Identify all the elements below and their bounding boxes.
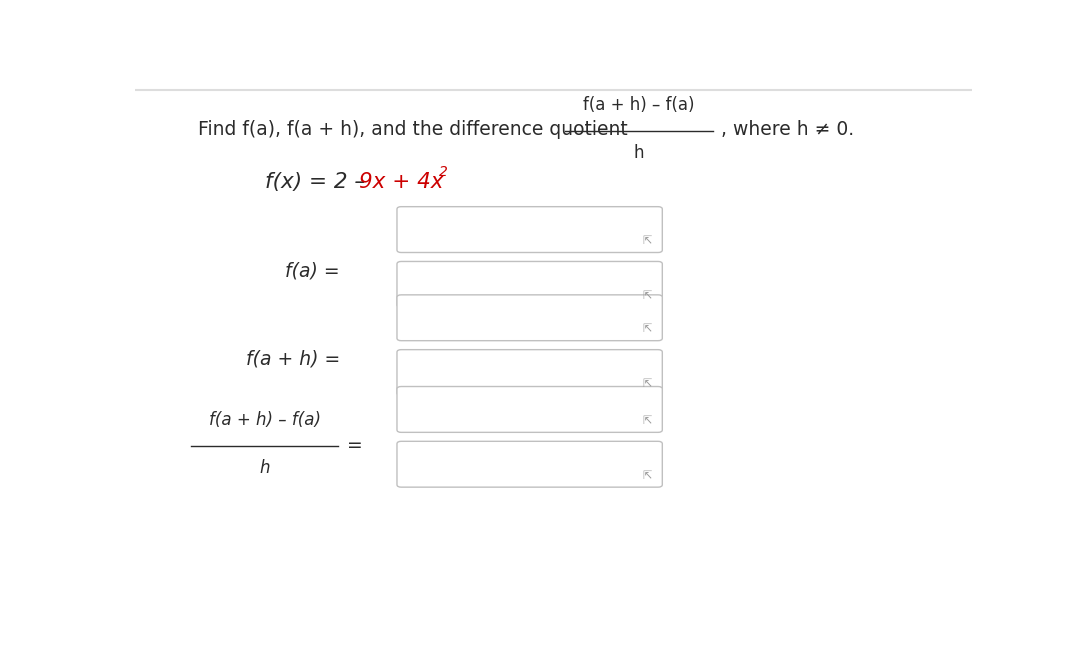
Text: f(x) = 2 –: f(x) = 2 –: [265, 172, 372, 192]
Text: ⇱: ⇱: [642, 379, 651, 389]
Text: f(a + h) =: f(a + h) =: [246, 349, 340, 369]
FancyBboxPatch shape: [397, 261, 662, 307]
Text: ⇱: ⇱: [642, 291, 651, 301]
FancyBboxPatch shape: [397, 295, 662, 341]
FancyBboxPatch shape: [397, 206, 662, 252]
Text: Find f(a), f(a + h), and the difference quotient: Find f(a), f(a + h), and the difference …: [198, 120, 627, 140]
Text: f(a) =: f(a) =: [285, 261, 340, 280]
Text: ⇱: ⇱: [642, 470, 651, 481]
Text: 9x + 4x: 9x + 4x: [360, 172, 444, 192]
Text: 2: 2: [438, 165, 448, 179]
Text: =: =: [348, 436, 363, 455]
Text: ⇱: ⇱: [642, 236, 651, 246]
Text: ⇱: ⇱: [642, 324, 651, 334]
Text: ⇱: ⇱: [642, 416, 651, 426]
Text: h: h: [259, 459, 270, 477]
FancyBboxPatch shape: [397, 386, 662, 432]
Text: , where h ≠ 0.: , where h ≠ 0.: [721, 120, 854, 140]
Text: f(a + h) – f(a): f(a + h) – f(a): [583, 96, 694, 114]
Text: h: h: [634, 144, 644, 162]
FancyBboxPatch shape: [397, 349, 662, 395]
Text: f(a + h) – f(a): f(a + h) – f(a): [208, 411, 321, 430]
FancyBboxPatch shape: [397, 441, 662, 487]
